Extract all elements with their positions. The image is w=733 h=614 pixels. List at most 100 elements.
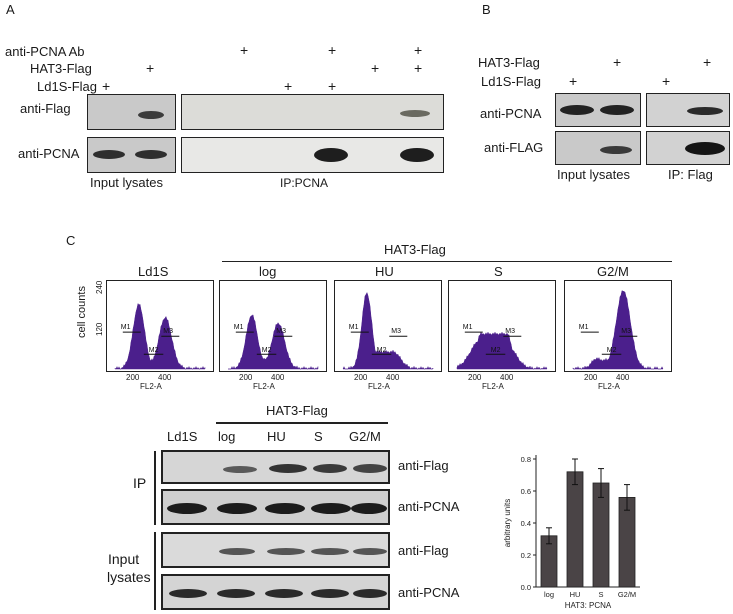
blot-band [353,464,387,473]
hist-title-ld1s: Ld1S [138,264,169,279]
x-axis-label-fl2a: FL2-A [368,382,390,391]
histogram-plot: M1 M2 M3 [228,314,319,370]
marker-label-m3: M3 [276,328,286,335]
blot-band [400,110,430,117]
lane-label-hu: HU [267,429,286,444]
marker-label-m3: M3 [621,328,631,335]
b-input-flag-blot [555,131,641,165]
histogram-fill [114,302,206,370]
x-axis-label-fl2a: FL2-A [598,382,620,391]
histogram-fill [456,331,548,370]
panel-b-letter: B [482,2,491,17]
marker-label-m1: M1 [463,324,473,331]
blot-group-line [216,422,388,424]
plus-sign: + [240,42,249,58]
row-label-anti-pcna-ab: anti-PCNA Ab [5,44,85,59]
x-axis-label-fl2a: FL2-A [253,382,275,391]
blot-band [93,150,125,159]
blot-band [311,589,349,598]
blot-band [353,589,387,598]
hat3-group-label: HAT3-Flag [384,242,446,257]
plus-sign: + [414,42,423,58]
marker-label-m2: M2 [149,347,159,354]
blot-label-anti-flag: anti-Flag [20,101,71,116]
histogram-plot: M1 M2 M3 [456,324,548,370]
blot-band [685,142,725,155]
x-tick-200: 200 [239,373,253,382]
panel-a-letter: A [6,2,15,17]
ip-flag-blot [181,94,444,130]
bar-hu [566,471,584,588]
histogram-fill [572,290,664,370]
x-tick-400: 400 [500,373,514,382]
hist-title-g2m: G2/M [597,264,629,279]
c-ip-flag-blot [161,450,390,484]
histogram-plot: M1 M2 M3 [342,291,434,370]
plus-sign: + [703,54,712,70]
histogram: M1 M2 M3 [334,280,442,372]
ip-bracket [154,451,156,525]
blot-band [311,548,349,555]
ip-pcna-blot [181,137,444,173]
x-tick-200: 200 [584,373,598,382]
c-blot-label-pcna-input: anti-PCNA [398,585,460,600]
c-blot-label-flag-ip: anti-Flag [398,458,449,473]
panel-c-letter: C [66,233,76,248]
marker-label-m2: M2 [491,347,501,354]
blot-band [560,105,594,115]
blot-label-anti-pcna: anti-PCNA [480,106,542,121]
bar-g2m [618,497,636,588]
histogram: M1 M2 M3 [448,280,556,372]
y-tick-label: 0.2 [521,551,531,560]
blot-band [223,466,257,473]
blot-label-anti-flag: anti-FLAG [484,140,544,155]
blot-band [217,503,257,514]
hat3-group-line [222,261,672,262]
caption-ip-pcna: IP:PCNA [280,176,329,190]
marker-label-m2: M2 [377,347,387,354]
y-axis-label: arbitrary units [503,499,512,547]
x-tick-400: 400 [271,373,285,382]
histogram: M1 M2 M3 [564,280,672,372]
row-label-hat3-flag: HAT3-Flag [478,55,540,70]
plus-sign: + [328,42,337,58]
x-tick-200: 200 [354,373,368,382]
blot-band [269,464,307,473]
histogram: M1 M2 M3 [106,280,214,372]
y-tick-label: 0.4 [521,519,531,528]
blot-band [135,150,167,159]
marker-label-m3: M3 [505,328,515,335]
blot-group-label: HAT3-Flag [266,403,328,418]
histogram-plot: M1 M2 M3 [114,302,206,370]
lane-label-g2m: G2/M [349,429,381,444]
blot-band [138,111,164,119]
c-input-flag-blot [161,532,390,568]
plus-sign: + [414,60,423,76]
marker-label-m3: M3 [391,328,401,335]
marker-label-m1: M1 [349,324,359,331]
blot-band [311,503,351,514]
hist-title-log: log [259,264,277,279]
blot-band [267,548,305,555]
row-label-hat3-flag: HAT3-Flag [30,61,92,76]
plus-sign: + [371,60,380,76]
histogram-plot: M1 M2 M3 [572,290,664,370]
blot-band [600,146,632,154]
blot-band [353,548,387,555]
lane-label-ld1s: Ld1S [167,429,198,444]
blot-band [314,148,348,162]
plus-sign: + [146,60,155,76]
input-label-line1: Input [108,551,140,567]
y-tick-240: 240 [95,280,104,294]
y-tick-label: 0.8 [521,455,531,464]
lane-label-log: log [218,429,236,444]
y-axis-label-cell-counts: cell counts [76,286,88,338]
histogram-fill [228,314,319,370]
lane-label-s: S [314,429,323,444]
blot-band [265,503,305,514]
histogram: M1 M2 M3 [219,280,327,372]
blot-band [400,148,434,162]
category-label: G2/M [618,590,636,599]
row-label-ld1s-flag: Ld1S-Flag [37,79,97,94]
row-label-ld1s-flag: Ld1S-Flag [481,74,541,89]
